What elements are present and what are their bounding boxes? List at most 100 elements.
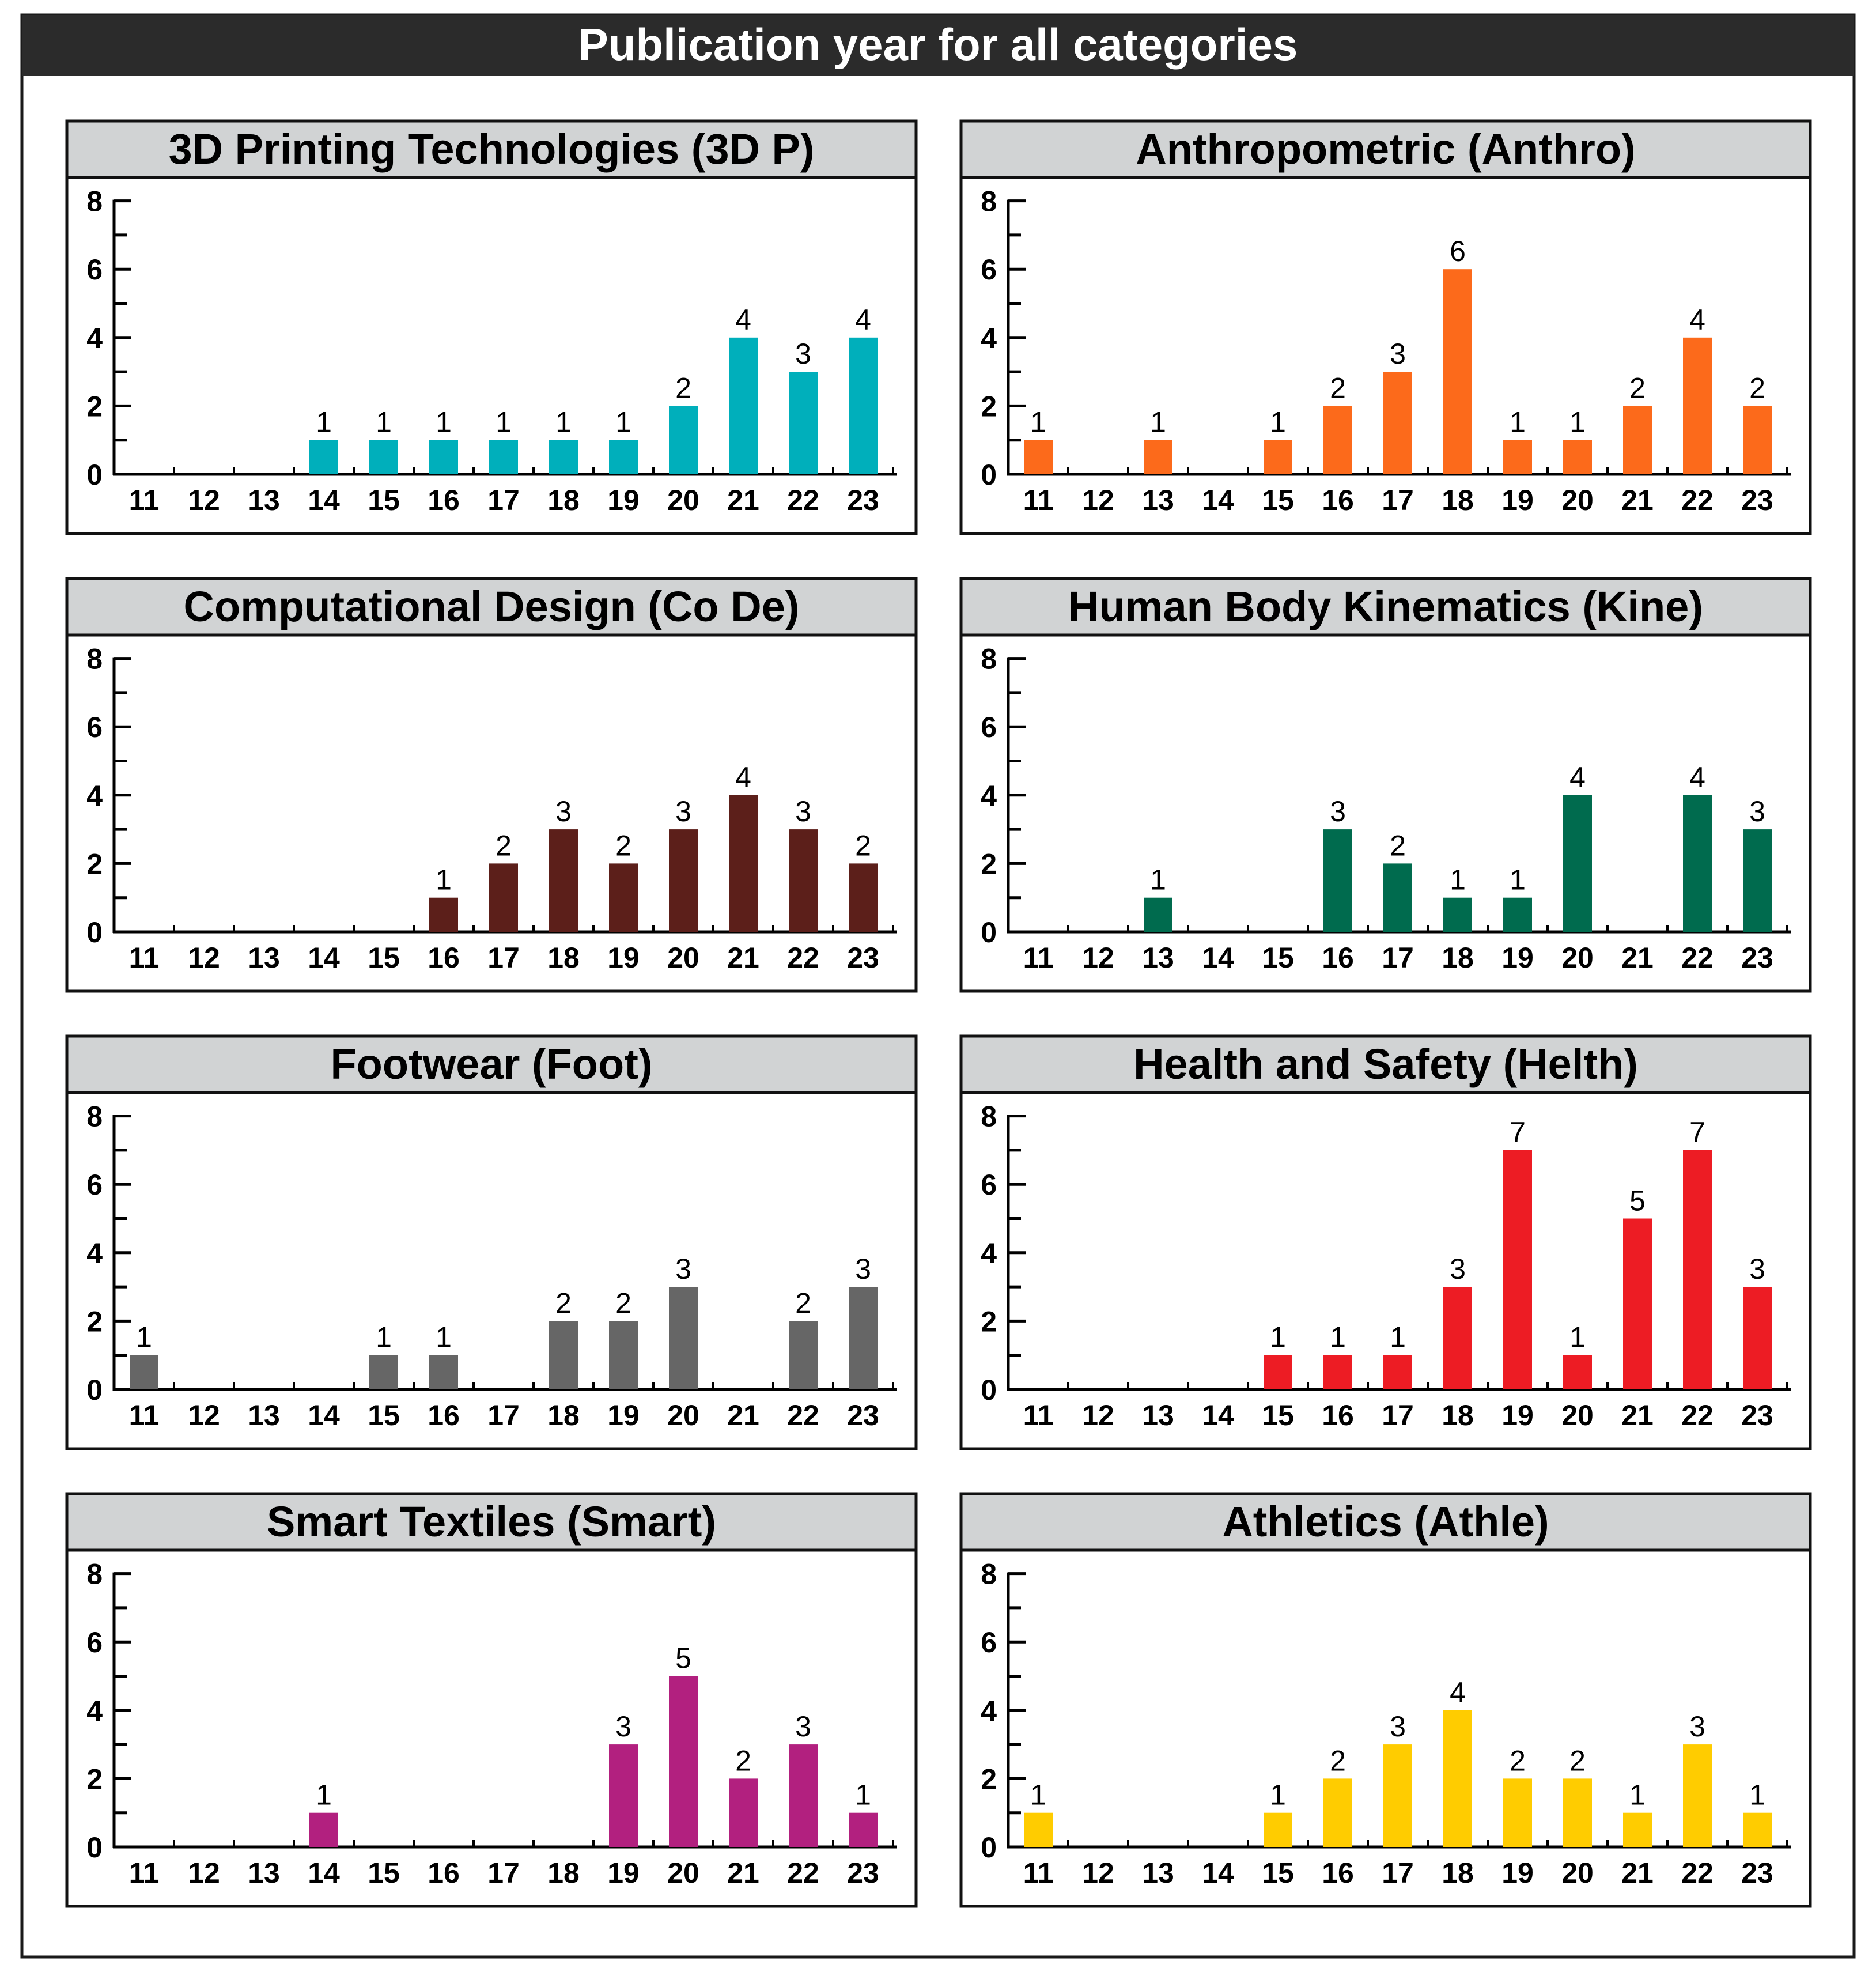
- x-tick-label: 21: [1621, 942, 1654, 974]
- panel-title: Human Body Kinematics (Kine): [1068, 583, 1703, 630]
- x-tick-label: 17: [1382, 484, 1414, 516]
- bar: [1443, 1287, 1472, 1389]
- panel-header: [65, 119, 918, 179]
- bar: [1563, 1355, 1592, 1389]
- bar: [789, 1321, 818, 1389]
- data-label: 3: [1450, 1253, 1466, 1285]
- x-tick-label: 20: [1561, 1857, 1594, 1889]
- x-tick-label: 22: [787, 1399, 819, 1431]
- data-label: 2: [555, 1287, 572, 1319]
- x-tick-label: 20: [1561, 942, 1594, 974]
- data-label: 1: [496, 406, 512, 439]
- x-tick-label: 12: [1082, 942, 1114, 974]
- x-tick-label: 11: [129, 1857, 160, 1889]
- data-label: 2: [1390, 829, 1406, 862]
- x-tick-label: 13: [1142, 1857, 1174, 1889]
- x-tick-label: 16: [1322, 942, 1354, 974]
- x-tick-label: 22: [787, 484, 819, 516]
- y-tick-label: 6: [86, 254, 103, 286]
- y-tick-label: 2: [981, 848, 997, 880]
- y-tick-label: 6: [86, 1626, 103, 1659]
- x-tick-label: 23: [1741, 942, 1773, 974]
- bar: [1623, 406, 1652, 474]
- bar: [1383, 1355, 1412, 1389]
- data-label: 3: [1689, 1710, 1705, 1743]
- bar: [849, 337, 878, 474]
- x-tick-label: 14: [308, 484, 340, 516]
- y-tick-label: 8: [981, 643, 997, 675]
- data-label: 1: [436, 406, 452, 439]
- bar: [1264, 1355, 1292, 1389]
- bar: [1323, 1355, 1352, 1389]
- x-tick-label: 15: [1262, 1857, 1294, 1889]
- y-tick-label: 8: [981, 1101, 997, 1133]
- x-tick-label: 12: [188, 484, 220, 516]
- y-tick-label: 2: [86, 1763, 103, 1795]
- x-tick-label: 16: [1322, 484, 1354, 516]
- panel-title: Athletics (Athle): [1222, 1498, 1549, 1546]
- y-tick-label: 6: [86, 711, 103, 743]
- x-tick-label: 12: [1082, 484, 1114, 516]
- data-label: 3: [1749, 1253, 1765, 1285]
- data-label: 1: [1450, 864, 1466, 896]
- bar: [1383, 863, 1412, 932]
- data-label: 1: [555, 406, 572, 439]
- bar: [669, 406, 698, 474]
- chart-title: Publication year for all categories: [578, 19, 1298, 70]
- y-tick-label: 2: [981, 1305, 997, 1338]
- bar: [609, 1744, 638, 1847]
- x-tick-label: 13: [1142, 942, 1174, 974]
- panel-header: [65, 1492, 918, 1552]
- x-tick-label: 22: [787, 942, 819, 974]
- bar: [1144, 897, 1172, 932]
- bar: [789, 829, 818, 932]
- panel-header: [959, 119, 1812, 179]
- x-tick-label: 14: [1202, 1399, 1234, 1431]
- data-label: 3: [795, 795, 811, 828]
- y-tick-label: 2: [981, 1763, 997, 1795]
- y-tick-label: 6: [981, 254, 997, 286]
- x-tick-label: 11: [1023, 1399, 1054, 1431]
- data-label: 6: [1450, 235, 1466, 267]
- data-label: 1: [1150, 406, 1166, 439]
- data-label: 3: [1749, 795, 1765, 828]
- bar: [849, 1287, 878, 1389]
- x-tick-label: 18: [1442, 942, 1474, 974]
- bar: [1743, 1287, 1772, 1389]
- bar: [789, 1744, 818, 1847]
- x-tick-label: 12: [188, 1857, 220, 1889]
- x-tick-label: 21: [1621, 484, 1654, 516]
- y-tick-label: 8: [86, 1101, 103, 1133]
- bar: [1144, 440, 1172, 474]
- bar: [669, 1287, 698, 1389]
- data-label: 3: [1330, 795, 1346, 828]
- bar: [1443, 269, 1472, 474]
- data-label: 1: [1569, 1321, 1586, 1354]
- data-label: 2: [795, 1287, 811, 1319]
- data-label: 1: [1030, 1779, 1046, 1811]
- bar: [1503, 440, 1532, 474]
- y-tick-label: 4: [86, 1695, 103, 1727]
- y-tick-label: 8: [981, 1558, 997, 1591]
- panel-title: Footwear (Foot): [330, 1040, 652, 1088]
- x-tick-label: 16: [428, 942, 460, 974]
- y-tick-label: 6: [86, 1169, 103, 1201]
- bar: [1683, 1150, 1712, 1389]
- data-label: 2: [615, 1287, 631, 1319]
- y-tick-label: 4: [86, 322, 103, 354]
- data-label: 3: [555, 795, 572, 828]
- data-label: 5: [675, 1642, 691, 1675]
- data-label: 2: [496, 829, 512, 862]
- bar: [609, 863, 638, 932]
- x-tick-label: 23: [1741, 1857, 1773, 1889]
- x-tick-label: 16: [1322, 1857, 1354, 1889]
- panel-title: Computational Design (Co De): [184, 583, 800, 630]
- x-tick-label: 22: [1681, 1857, 1714, 1889]
- data-label: 4: [1689, 761, 1705, 794]
- x-tick-label: 18: [547, 484, 580, 516]
